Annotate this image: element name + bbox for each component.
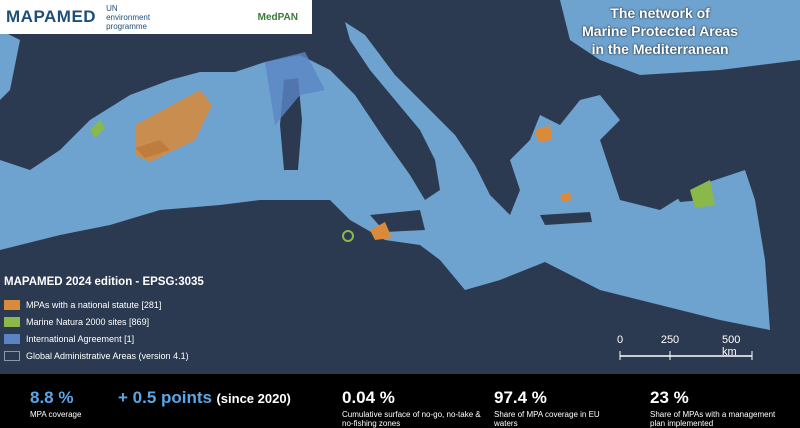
stat-value: 0.04 %	[342, 388, 395, 407]
title-line: The network of	[610, 5, 710, 21]
stat-note: (since 2020)	[216, 391, 291, 406]
mpa-national	[370, 222, 392, 240]
legend-item: Global Administrative Areas (version 4.1…	[4, 347, 204, 364]
stat: 8.8 % MPA coverage	[30, 388, 170, 419]
mpa-natura	[690, 180, 715, 208]
legend-label: MPAs with a national statute [281]	[26, 299, 162, 310]
logo-bar: MAPAMED UN environment programme MedPAN	[0, 0, 312, 34]
mpa-national	[135, 90, 212, 162]
stats-bar: 8.8 % MPA coverage + 0.5 points (since 2…	[0, 374, 800, 428]
stat-label: Cumulative surface of no-go, no-take & n…	[342, 410, 481, 428]
brand: MAPAMED	[6, 7, 97, 26]
legend: MAPAMED 2024 edition - EPSG:3035 MPAs wi…	[4, 276, 204, 364]
legend-label: Marine Natura 2000 sites [869]	[26, 316, 150, 327]
map	[0, 0, 800, 374]
title-line: Marine Protected Areas	[582, 23, 738, 39]
stat: 0.04 % Cumulative surface of no-go, no-t…	[342, 388, 482, 428]
legend-swatch	[4, 316, 20, 327]
stat-label: Share of MPAs with a management plan imp…	[650, 410, 776, 428]
stat-value: 97.4 %	[494, 388, 547, 407]
stat-value: 23 %	[650, 388, 689, 407]
scale-label: 250	[660, 334, 680, 346]
stat-value: 8.8 %	[30, 388, 74, 407]
crete	[540, 212, 592, 225]
legend-label: Global Administrative Areas (version 4.1…	[26, 350, 189, 361]
partner-logo: UN environment programme	[106, 3, 151, 31]
stat-label: MPA coverage	[30, 410, 82, 419]
legend-label: International Agreement [1]	[26, 333, 135, 344]
legend-item: MPAs with a national statute [281]	[4, 296, 204, 313]
mpa-national	[535, 125, 552, 142]
legend-swatch	[4, 333, 20, 344]
legend-swatch	[4, 350, 20, 361]
stat: 97.4 % Share of MPA coverage in EU water…	[494, 388, 624, 428]
mpa-natura	[90, 120, 105, 138]
stat: + 0.5 points (since 2020)	[118, 388, 328, 408]
title-line: in the Mediterranean	[591, 41, 729, 57]
mpa-national	[560, 192, 572, 202]
legend-swatch	[4, 299, 20, 310]
scale-labels: 0 250 500 km	[612, 334, 752, 366]
mpa-natura	[342, 230, 354, 242]
legend-item: International Agreement [1]	[4, 330, 204, 347]
scale-label: 500 km	[722, 334, 741, 358]
stat: 23 % Share of MPAs with a management pla…	[650, 388, 790, 428]
legend-title: MAPAMED 2024 edition - EPSG:3035	[4, 276, 204, 288]
black-sea	[560, 0, 800, 75]
map-title: The network of Marine Protected Areas in…	[582, 4, 738, 58]
stat-value: + 0.5 points	[118, 388, 212, 407]
partner-logo: MedPAN	[257, 11, 298, 23]
legend-item: Marine Natura 2000 sites [869]	[4, 313, 204, 330]
mpa-international	[265, 52, 325, 125]
scale-label: 0	[616, 334, 624, 346]
atlantic	[0, 30, 20, 100]
stat-label: Share of MPA coverage in EU waters	[494, 410, 600, 428]
